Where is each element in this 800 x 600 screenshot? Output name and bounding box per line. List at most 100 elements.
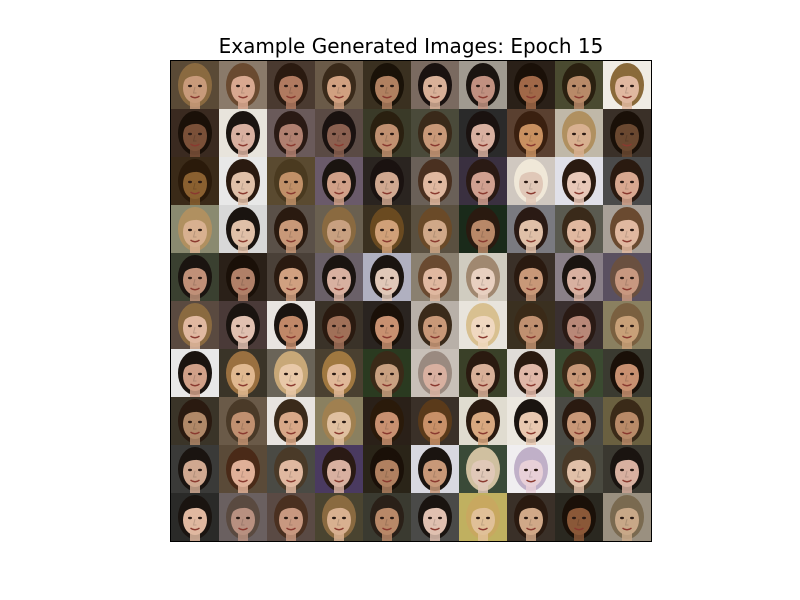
face-image [507,109,555,157]
face-image [555,445,603,493]
face-image [315,205,363,253]
face-tile [507,61,555,109]
face-tile [219,493,267,541]
face-tile [603,397,651,445]
face-tile [507,349,555,397]
figure-title: Example Generated Images: Epoch 15 [218,34,604,58]
face-image [459,253,507,301]
face-image [507,445,555,493]
face-image [507,61,555,109]
face-tile [267,445,315,493]
face-image [315,397,363,445]
face-tile [315,253,363,301]
face-image [459,397,507,445]
face-tile [315,397,363,445]
face-image [363,157,411,205]
face-tile [219,205,267,253]
face-tile [555,445,603,493]
face-image [555,301,603,349]
face-tile [267,157,315,205]
face-tile [411,205,459,253]
face-image [219,253,267,301]
face-image [411,205,459,253]
face-image [603,253,651,301]
face-tile [555,109,603,157]
face-tile [315,349,363,397]
face-tile [459,61,507,109]
face-tile [171,493,219,541]
face-tile [219,301,267,349]
face-image [171,445,219,493]
face-tile [411,349,459,397]
face-image [219,109,267,157]
face-image [363,205,411,253]
face-tile [459,493,507,541]
face-image [219,349,267,397]
face-tile [171,253,219,301]
face-image [171,493,219,541]
face-tile [219,397,267,445]
face-tile [555,253,603,301]
face-image [603,109,651,157]
face-image [171,157,219,205]
face-tile [267,397,315,445]
face-image [219,397,267,445]
face-image [507,253,555,301]
face-image [411,61,459,109]
face-tile [363,493,411,541]
face-tile [459,253,507,301]
face-image [267,349,315,397]
face-image [459,445,507,493]
face-image [459,109,507,157]
face-image [555,493,603,541]
face-image [315,493,363,541]
face-tile [171,301,219,349]
face-tile [315,61,363,109]
face-image [171,301,219,349]
face-image [363,109,411,157]
face-tile [603,493,651,541]
face-tile [411,109,459,157]
face-image [315,349,363,397]
face-image [459,349,507,397]
face-image [603,397,651,445]
face-image [171,61,219,109]
face-image [555,109,603,157]
face-tile [363,301,411,349]
face-tile [219,445,267,493]
face-tile [267,205,315,253]
face-image [363,301,411,349]
face-tile [603,61,651,109]
face-image [363,253,411,301]
face-tile [171,109,219,157]
face-image [363,349,411,397]
face-tile [459,445,507,493]
face-image [555,61,603,109]
face-tile [219,61,267,109]
face-tile [363,445,411,493]
face-image [219,493,267,541]
face-tile [411,253,459,301]
face-tile [603,253,651,301]
face-image [459,205,507,253]
face-image [603,157,651,205]
face-tile [603,109,651,157]
face-tile [363,109,411,157]
face-tile [459,205,507,253]
face-image [459,301,507,349]
face-tile [411,397,459,445]
face-image [219,61,267,109]
face-image [171,253,219,301]
face-tile [507,205,555,253]
face-tile [315,445,363,493]
face-tile [411,61,459,109]
face-image [267,205,315,253]
face-image [363,493,411,541]
face-tile [603,205,651,253]
face-tile [459,157,507,205]
face-image [363,445,411,493]
face-image [555,205,603,253]
face-image [411,109,459,157]
face-image [603,61,651,109]
face-tile [219,253,267,301]
